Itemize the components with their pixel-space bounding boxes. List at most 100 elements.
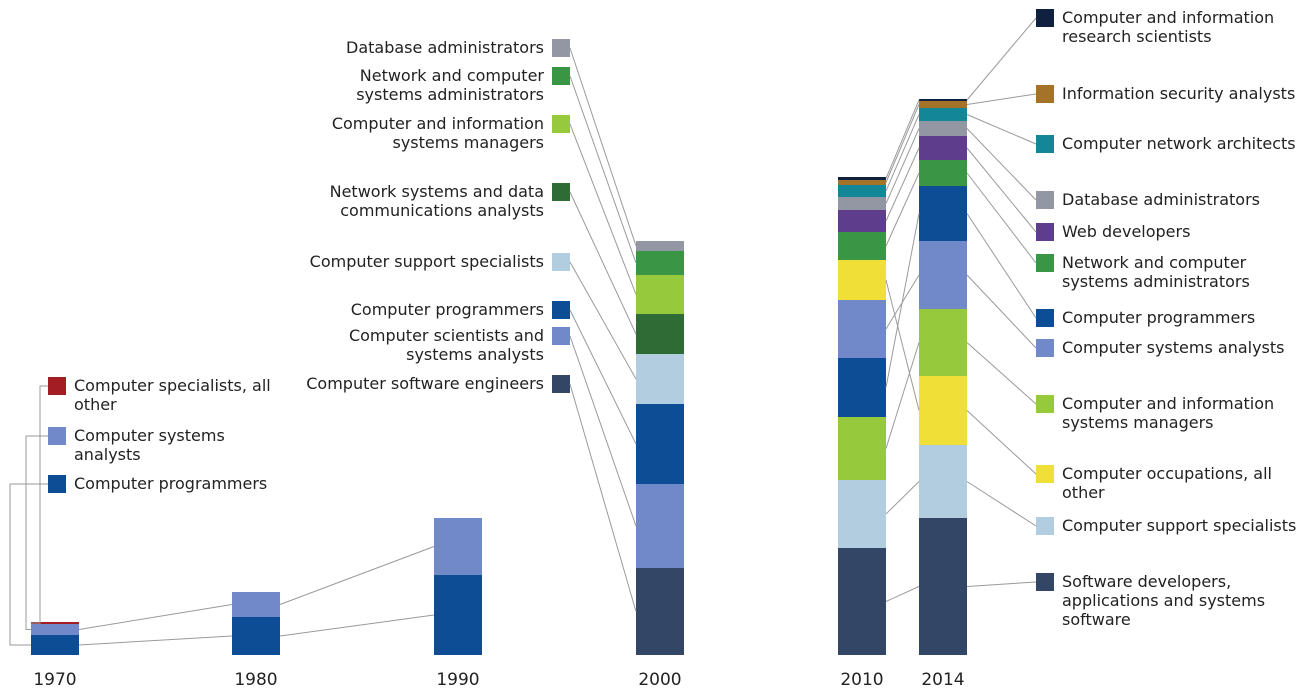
- connector: [25, 435, 48, 630]
- connector: [279, 546, 435, 605]
- legend-swatch: [1036, 135, 1054, 153]
- bar-segment: [232, 592, 280, 617]
- legend-label: Computer systems analysts: [74, 426, 225, 464]
- connector: [885, 213, 920, 388]
- legend-swatch: [48, 377, 66, 395]
- bar-segment: [919, 121, 967, 136]
- bar-segment: [838, 417, 886, 480]
- legend-swatch: [552, 301, 570, 319]
- legend-swatch: [1036, 254, 1054, 272]
- legend-swatch: [1036, 465, 1054, 483]
- bar-segment: [31, 635, 79, 655]
- bar-segment: [838, 232, 886, 260]
- bar-segment: [636, 314, 684, 354]
- connector: [569, 309, 637, 445]
- bar-segment: [636, 484, 684, 568]
- bar-segment: [919, 186, 967, 241]
- bar-segment: [919, 309, 967, 376]
- x-tick-label: 1970: [33, 670, 77, 690]
- bar-segment: [636, 275, 684, 314]
- bar-segment: [838, 197, 886, 210]
- legend-label: Network and computer systems administrat…: [356, 66, 544, 104]
- connector: [885, 279, 920, 411]
- bar-segment: [838, 358, 886, 417]
- connector: [885, 342, 920, 449]
- legend-swatch: [1036, 9, 1054, 27]
- connector: [885, 481, 920, 515]
- legend-label: Computer support specialists: [309, 252, 544, 271]
- legend-label: Computer and information systems manager…: [1062, 394, 1275, 432]
- legend-swatch: [552, 327, 570, 345]
- connector: [966, 274, 1037, 349]
- legend-label: Computer programmers: [1062, 308, 1256, 327]
- legend-swatch: [1036, 517, 1054, 535]
- connector: [885, 128, 920, 204]
- connector: [966, 481, 1037, 527]
- bar-segment: [838, 185, 886, 197]
- legend-swatch: [1036, 339, 1054, 357]
- bar-segment: [636, 251, 684, 275]
- legend-label: Database administrators: [346, 38, 544, 57]
- legend-label: Computer network architects: [1062, 134, 1296, 153]
- connector: [885, 586, 920, 602]
- connector: [31, 385, 48, 624]
- bar-segment: [919, 108, 967, 121]
- legend-label: Software developers, applications and sy…: [1062, 572, 1266, 629]
- x-tick-label: 1980: [234, 670, 278, 690]
- connector: [966, 172, 1037, 264]
- bar-segment: [919, 101, 967, 108]
- connector: [966, 114, 1037, 145]
- connector: [78, 635, 233, 646]
- bar-segment: [31, 622, 79, 624]
- bar-segment: [919, 136, 967, 160]
- connector: [569, 75, 637, 264]
- legend-swatch: [552, 183, 570, 201]
- legend-swatch: [552, 115, 570, 133]
- x-tick-label: 2014: [921, 670, 965, 690]
- connector: [569, 261, 637, 380]
- legend-label: Network and computer systems administrat…: [1062, 253, 1250, 291]
- connector: [569, 123, 637, 295]
- legend-label: Computer and information research scient…: [1062, 8, 1275, 46]
- bar-segment: [31, 624, 79, 635]
- legend-swatch: [1036, 191, 1054, 209]
- bar-segment: [838, 548, 886, 655]
- connector: [569, 47, 637, 247]
- bar-segment: [919, 518, 967, 655]
- legend-swatch: [48, 427, 66, 445]
- legend-label: Computer software engineers: [306, 374, 544, 393]
- x-tick-label: 2000: [638, 670, 682, 690]
- connector: [966, 342, 1037, 405]
- legend-label: Computer specialists, all other: [74, 376, 271, 414]
- bar-segment: [919, 445, 967, 518]
- x-tick-label: 1990: [436, 670, 480, 690]
- legend-swatch: [1036, 309, 1054, 327]
- bar-segment: [636, 404, 684, 484]
- legend-swatch: [48, 475, 66, 493]
- legend-label: Network systems and data communications …: [329, 182, 544, 220]
- bar-segment: [636, 241, 684, 251]
- connector: [885, 147, 920, 222]
- legend-swatch: [552, 67, 570, 85]
- bar-segment: [838, 480, 886, 548]
- connector: [885, 114, 920, 192]
- legend-label: Computer scientists and systems analysts: [348, 326, 544, 364]
- legend-label: Web developers: [1062, 222, 1191, 241]
- connector: [885, 104, 920, 183]
- bar-segment: [838, 300, 886, 358]
- legend-swatch: [1036, 395, 1054, 413]
- legend-label: Computer occupations, all other: [1062, 464, 1272, 502]
- bar-segment: [838, 210, 886, 232]
- connector: [966, 17, 1037, 101]
- connector: [966, 128, 1037, 201]
- connector: [966, 410, 1037, 475]
- bar-segment: [434, 518, 482, 575]
- legend-label: Computer systems analysts: [1062, 338, 1285, 357]
- legend-swatch: [1036, 223, 1054, 241]
- bar-segment: [838, 180, 886, 185]
- legend-swatch: [552, 375, 570, 393]
- x-tick-label: 2010: [840, 670, 884, 690]
- legend-swatch: [552, 253, 570, 271]
- legend-swatch: [1036, 573, 1054, 591]
